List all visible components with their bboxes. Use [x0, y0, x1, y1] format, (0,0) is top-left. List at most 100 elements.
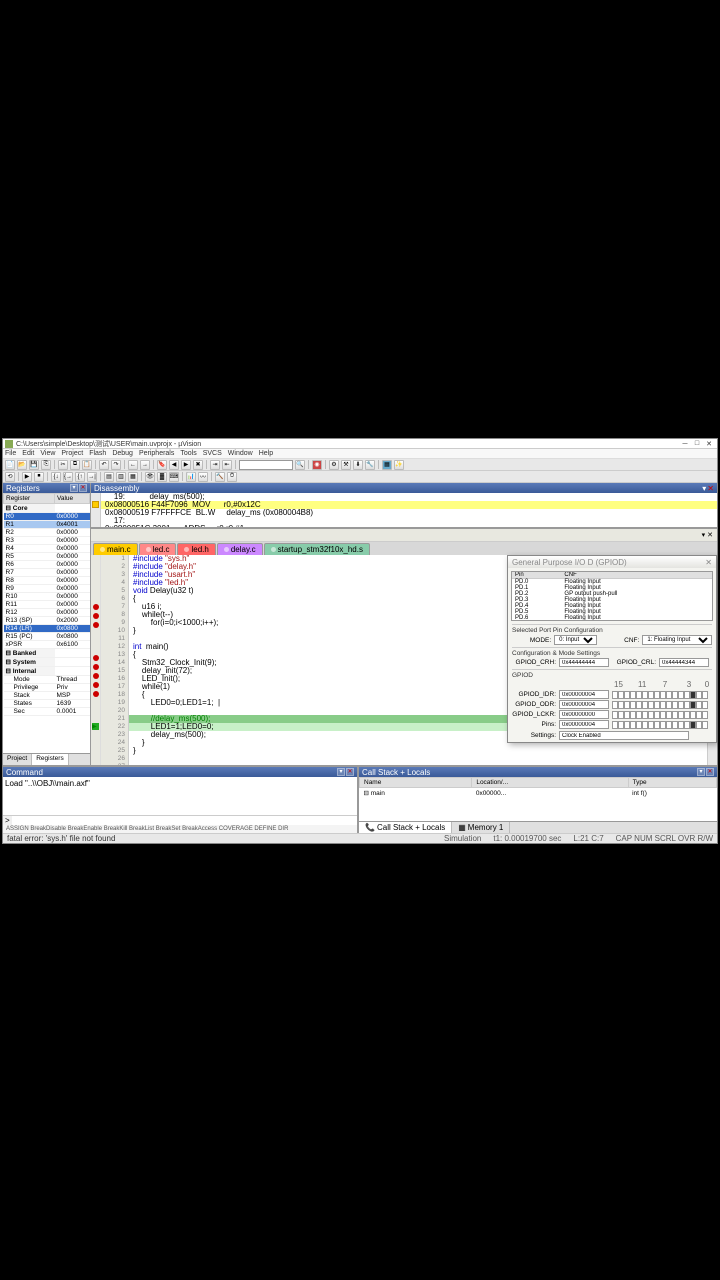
rebuild-icon[interactable]: ⚒	[341, 460, 351, 470]
menu-debug[interactable]: Debug	[112, 450, 133, 457]
undo-icon[interactable]: ↶	[99, 460, 109, 470]
callstack-table[interactable]: Name Location/... Type ⊟ main0x00000...i…	[359, 777, 717, 821]
step-out-icon[interactable]: {↑	[75, 472, 85, 482]
menu-project[interactable]: Project	[61, 450, 83, 457]
options-icon[interactable]: 🔧	[365, 460, 375, 470]
menu-peripherals[interactable]: Peripherals	[139, 450, 174, 457]
cmd-pin-icon[interactable]: ▾	[337, 768, 345, 776]
gpio-pins-input[interactable]	[559, 720, 609, 729]
tools-icon[interactable]: 🔨	[215, 472, 225, 482]
breakpoint-gutter[interactable]: ▶	[91, 555, 101, 765]
show-cmd-icon[interactable]: ▦	[128, 472, 138, 482]
tab-callstack[interactable]: 📞Call Stack + Locals	[359, 822, 452, 833]
redo-icon[interactable]: ↷	[111, 460, 121, 470]
gpio-odr-input[interactable]	[559, 700, 609, 709]
menu-svcs[interactable]: SVCS	[203, 450, 222, 457]
save-all-icon[interactable]: ⎘	[41, 460, 51, 470]
analyze-icon[interactable]: 📊	[186, 472, 196, 482]
gpio-crl-input[interactable]	[659, 658, 709, 667]
disasm-pin-icon[interactable]: ▾	[702, 484, 706, 493]
step-over-icon[interactable]: {→	[63, 472, 73, 482]
step-in-icon[interactable]: {↓	[51, 472, 61, 482]
gpio-close-icon[interactable]: ✕	[705, 558, 712, 567]
outdent-icon[interactable]: ⇤	[222, 460, 232, 470]
menu-flash[interactable]: Flash	[89, 450, 106, 457]
show-disasm-icon[interactable]: ▥	[116, 472, 126, 482]
open-file-icon[interactable]: 📂	[17, 460, 27, 470]
editor-close-icon[interactable]: ▾ ✕	[702, 531, 713, 539]
command-input[interactable]	[12, 816, 357, 825]
disasm-close-icon[interactable]: ✕	[707, 484, 714, 493]
watch-icon[interactable]: 👁	[145, 472, 155, 482]
tab-project[interactable]: Project	[3, 754, 32, 765]
gpio-lckr-bits[interactable]	[612, 711, 708, 719]
close-button[interactable]: ✕	[703, 440, 715, 448]
new-file-icon[interactable]: 📄	[5, 460, 15, 470]
find-icon[interactable]: 🔍	[295, 460, 305, 470]
tab-memory[interactable]: ▦Memory 1	[452, 822, 510, 833]
editor-tab[interactable]: startup_stm32f10x_hd.s	[264, 543, 370, 555]
gpio-cnf-select[interactable]: 1: Floating Input	[642, 635, 712, 645]
editor-tab[interactable]: delay.c	[217, 543, 263, 555]
editor-tab[interactable]: main.c	[93, 543, 138, 555]
gpio-odr-bits[interactable]	[612, 701, 708, 709]
gpio-pin-list[interactable]: Pin CNF PD.0Floating InputPD.1Floating I…	[511, 571, 713, 621]
command-output[interactable]: Load "..\\OBJ\\main.axf"	[3, 777, 357, 815]
debug-icon[interactable]: ◉	[312, 460, 322, 470]
download-icon[interactable]: ⬇	[353, 460, 363, 470]
bookmark-next-icon[interactable]: ▶	[181, 460, 191, 470]
build-icon[interactable]: ⚙	[329, 460, 339, 470]
minimize-button[interactable]: －	[679, 440, 691, 448]
stack-col-type: Type	[628, 778, 716, 788]
pane-close-icon[interactable]: ✕	[79, 484, 87, 492]
wand-icon[interactable]: ✨	[394, 460, 404, 470]
find-combo[interactable]	[239, 460, 293, 470]
bookmark-clear-icon[interactable]: ✖	[193, 460, 203, 470]
perf-icon[interactable]: ⏱	[227, 472, 237, 482]
serial-icon[interactable]: ⌨	[169, 472, 179, 482]
mem-icon[interactable]: ▓	[157, 472, 167, 482]
nav-fwd-icon[interactable]: →	[140, 460, 150, 470]
disassembly-view[interactable]: 19: delay_ms(500);0x08000516 F44F7096 MO…	[91, 493, 717, 529]
menu-view[interactable]: View	[40, 450, 55, 457]
maximize-button[interactable]: □	[691, 440, 703, 448]
config-icon[interactable]: ▦	[382, 460, 392, 470]
tab-registers[interactable]: Registers	[32, 754, 68, 765]
gpio-settings-input[interactable]	[559, 731, 689, 740]
menu-window[interactable]: Window	[228, 450, 253, 457]
gpio-crh-input[interactable]	[559, 658, 609, 667]
bookmark-icon[interactable]: 🔖	[157, 460, 167, 470]
trace-icon[interactable]: 〰	[198, 472, 208, 482]
gpio-pins-bits[interactable]	[612, 721, 708, 729]
editor-tab[interactable]: led.c	[139, 543, 177, 555]
callstack-title: Call Stack + Locals	[362, 768, 430, 777]
copy-icon[interactable]: ⧉	[70, 460, 80, 470]
stack-pin-icon[interactable]: ▾	[697, 768, 705, 776]
reset-icon[interactable]: ⟲	[5, 472, 15, 482]
menu-edit[interactable]: Edit	[22, 450, 34, 457]
stack-close-icon[interactable]: ✕	[706, 768, 714, 776]
gpio-idr-input[interactable]	[559, 690, 609, 699]
gpio-crl-label: GPIOD_CRL:	[612, 659, 656, 666]
show-regs-icon[interactable]: ▤	[104, 472, 114, 482]
run-icon[interactable]: ▶	[22, 472, 32, 482]
stop-icon[interactable]: ⏹	[34, 472, 44, 482]
registers-table[interactable]: Register Value ⊟ CoreR00x0000R10x4001R20…	[3, 493, 90, 753]
gpio-lckr-input[interactable]	[559, 710, 609, 719]
gpio-idr-bits[interactable]	[612, 691, 708, 699]
editor-tab[interactable]: led.h	[177, 543, 215, 555]
nav-back-icon[interactable]: ←	[128, 460, 138, 470]
menu-file[interactable]: File	[5, 450, 16, 457]
cmd-close-icon[interactable]: ✕	[346, 768, 354, 776]
pane-pin-icon[interactable]: ▾	[70, 484, 78, 492]
menu-help[interactable]: Help	[259, 450, 273, 457]
gpio-titlebar[interactable]: General Purpose I/O D (GPIOD) ✕	[508, 556, 716, 568]
bookmark-prev-icon[interactable]: ◀	[169, 460, 179, 470]
save-icon[interactable]: 💾	[29, 460, 39, 470]
menu-tools[interactable]: Tools	[180, 450, 196, 457]
run-to-cursor-icon[interactable]: →|	[87, 472, 97, 482]
paste-icon[interactable]: 📋	[82, 460, 92, 470]
gpio-mode-select[interactable]: 0: Input	[554, 635, 597, 645]
indent-icon[interactable]: ⇥	[210, 460, 220, 470]
cut-icon[interactable]: ✂	[58, 460, 68, 470]
